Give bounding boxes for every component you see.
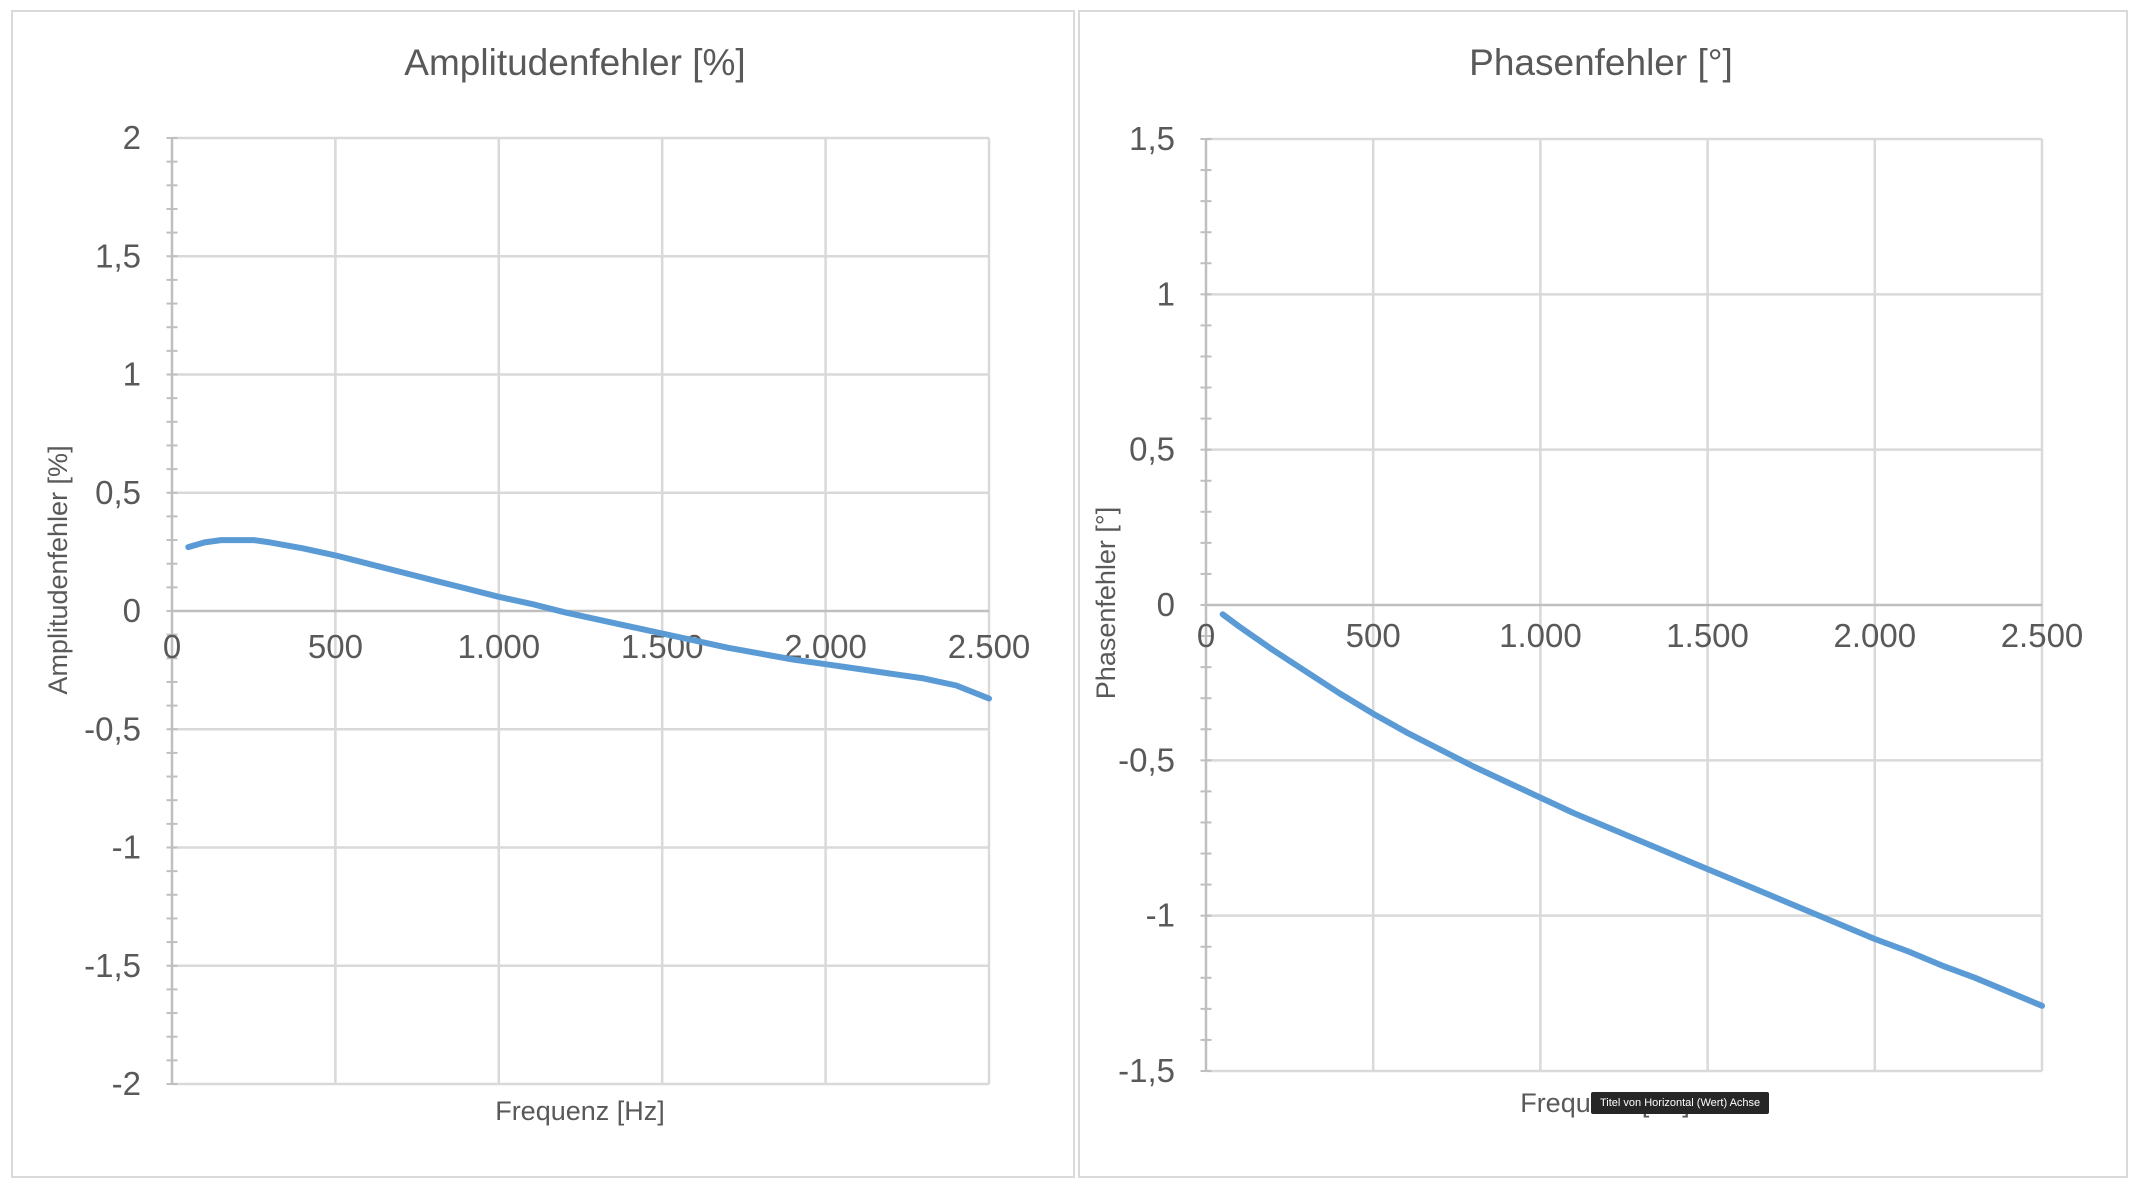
y-tick-label: -1,5: [84, 947, 141, 984]
phase-chart-panel[interactable]: Phasenfehler [°] 1,5 1 0,5 0 -0,5 -1 -1,5 0 500…: [1078, 10, 2128, 1178]
y-tick-label: -1: [1146, 897, 1175, 934]
y-tick-labels: 1,5 1 0,5 0 -0,5 -1 -1,5: [1118, 120, 1175, 1089]
x-tick-label: 2.000: [1834, 617, 1917, 654]
x-tick-label: 1.000: [1499, 617, 1582, 654]
y-tick-label: -2: [112, 1065, 141, 1102]
y-axis-title[interactable]: Phasenfehler [°]: [1091, 507, 1121, 699]
y-tick-label: 0: [123, 592, 141, 629]
x-tick-label: 2.500: [2001, 617, 2084, 654]
chart-title: Phasenfehler [°]: [1469, 42, 1733, 83]
x-tick-label: 1.500: [1666, 617, 1749, 654]
y-tick-label: -0,5: [1118, 741, 1175, 778]
series-line: [1219, 611, 2045, 1009]
y-tick-label: 1,5: [1129, 120, 1175, 157]
y-tick-label: 2: [123, 119, 141, 156]
y-tick-label: 0: [1157, 586, 1175, 623]
y-tick-label: -0,5: [84, 710, 141, 747]
series-layer: [185, 537, 992, 702]
y-tick-label: 1: [1157, 275, 1175, 312]
x-tick-label: 1.000: [458, 628, 541, 665]
y-tick-label: 1,5: [95, 237, 141, 274]
x-tick-labels: 0 500 1.000 1.500 2.000 2.500: [163, 628, 1030, 665]
y-axis-title[interactable]: Amplitudenfehler [%]: [43, 445, 73, 694]
amplitude-chart-panel[interactable]: Amplitudenfehler [%] 2 1,5 1 0,5 0 -0,5 -1 -1,5…: [11, 10, 1075, 1178]
amplitude-chart: Amplitudenfehler [%] 2 1,5 1 0,5 0 -0,5 -1 -1,5…: [43, 42, 1030, 1126]
series-line: [185, 537, 992, 702]
axes: [1204, 139, 2042, 1071]
y-tick-label: -1: [112, 829, 141, 866]
y-tick-label: -1,5: [1118, 1052, 1175, 1089]
y-tick-label: 0,5: [1129, 431, 1175, 468]
x-tick-label: 2.500: [948, 628, 1031, 665]
x-axis-title[interactable]: Frequenz [Hz]: [495, 1096, 665, 1126]
y-tick-labels: 2 1,5 1 0,5 0 -0,5 -1 -1,5 -2: [84, 119, 141, 1102]
phase-chart: Phasenfehler [°] 1,5 1 0,5 0 -0,5 -1 -1,5 0 500…: [1091, 42, 2083, 1118]
series-layer: [1219, 611, 2045, 1009]
x-tick-label: 0: [1197, 617, 1215, 654]
x-tick-label: 500: [1346, 617, 1401, 654]
x-tick-labels: 0 500 1.000 1.500 2.000 2.500: [1197, 617, 2083, 654]
x-tick-label: 500: [308, 628, 363, 665]
chart-title: Amplitudenfehler [%]: [404, 42, 745, 83]
y-tick-label: 0,5: [95, 474, 141, 511]
x-tick-label: 0: [163, 628, 181, 665]
axis-title-tooltip: Titel von Horizontal (Wert) Achse: [1591, 1092, 1770, 1114]
y-tick-label: 1: [123, 356, 141, 393]
axes: [170, 138, 989, 1084]
